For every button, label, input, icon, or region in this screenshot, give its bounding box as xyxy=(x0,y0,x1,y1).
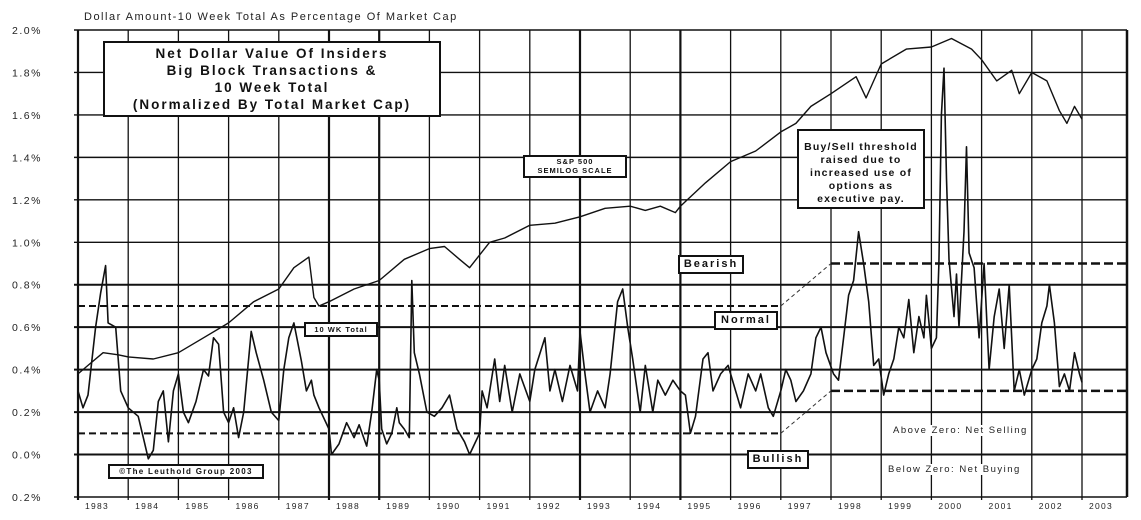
above-zero-note: Above Zero: Net Selling xyxy=(893,425,1028,436)
x-tick-label: 1998 xyxy=(838,501,862,511)
x-tick-label: 2002 xyxy=(1039,501,1063,511)
chart-title: Net Dollar Value Of Insiders Big Block T… xyxy=(103,41,441,117)
title-line: Net Dollar Value Of Insiders xyxy=(155,46,389,61)
sp500-label-line: S&P 500 xyxy=(556,157,594,166)
x-tick-label: 2000 xyxy=(938,501,962,511)
x-tick-label: 2003 xyxy=(1089,501,1113,511)
y-tick-label: 2.0% xyxy=(12,25,42,37)
threshold-note: Buy/Sell threshold raised due to increas… xyxy=(797,129,925,209)
title-line: 10 Week Total xyxy=(214,80,330,95)
y-tick-label: 0.6% xyxy=(12,322,42,334)
normal-label: Normal xyxy=(714,311,778,330)
chart-subtitle: Dollar Amount-10 Week Total As Percentag… xyxy=(84,11,458,23)
x-tick-label: 2001 xyxy=(989,501,1013,511)
bullish-label: Bullish xyxy=(747,450,809,469)
threshold-ramp-bullish xyxy=(780,390,832,434)
x-tick-label: 1986 xyxy=(236,501,260,511)
below-zero-note: Below Zero: Net Buying xyxy=(888,464,1021,475)
tenwk-total-line xyxy=(77,67,1083,460)
y-tick-label: 1.2% xyxy=(12,195,42,207)
tenwk-label: 10 WK Total xyxy=(304,322,378,337)
x-tick-label: 1992 xyxy=(537,501,561,511)
x-tick-label: 1997 xyxy=(788,501,812,511)
x-tick-label: 1991 xyxy=(487,501,511,511)
note-line: increased use of xyxy=(809,167,913,179)
x-tick-label: 1990 xyxy=(436,501,460,511)
y-tick-label: 1.6% xyxy=(12,110,42,122)
note-line: raised due to xyxy=(820,154,902,166)
note-line: executive pay. xyxy=(817,193,905,205)
y-tick-label: 0.0% xyxy=(12,450,42,462)
x-tick-label: 1996 xyxy=(738,501,762,511)
x-tick-label: 1983 xyxy=(85,501,109,511)
y-tick-label: 1.4% xyxy=(12,152,42,164)
note-line: options as xyxy=(828,180,894,192)
x-tick-label: 1995 xyxy=(687,501,711,511)
x-tick-label: 1989 xyxy=(386,501,410,511)
y-tick-label: 0.8% xyxy=(12,280,42,292)
title-line: (Normalized By Total Market Cap) xyxy=(132,97,412,112)
y-tick-label: 0.2% xyxy=(12,492,42,504)
bearish-label: Bearish xyxy=(678,255,744,274)
x-tick-label: 1987 xyxy=(286,501,310,511)
y-tick-label: 1.8% xyxy=(12,67,42,79)
copyright: ©The Leuthold Group 2003 xyxy=(108,464,264,479)
threshold-ramp-bearish xyxy=(780,263,832,307)
x-tick-label: 1988 xyxy=(336,501,360,511)
x-tick-label: 1994 xyxy=(637,501,661,511)
sp500-label: S&P 500 SEMILOG SCALE xyxy=(523,155,627,178)
y-tick-label: 0.4% xyxy=(12,365,42,377)
y-tick-label: 1.0% xyxy=(12,237,42,249)
sp500-line xyxy=(77,37,1083,375)
title-line: Big Block Transactions & xyxy=(166,63,378,78)
x-tick-label: 1984 xyxy=(135,501,159,511)
x-tick-label: 1999 xyxy=(888,501,912,511)
note-line: Buy/Sell threshold xyxy=(804,141,918,153)
sp500-label-line: SEMILOG SCALE xyxy=(537,166,613,175)
x-tick-label: 1985 xyxy=(185,501,209,511)
y-tick-label: 0.2% xyxy=(12,407,42,419)
x-tick-label: 1993 xyxy=(587,501,611,511)
